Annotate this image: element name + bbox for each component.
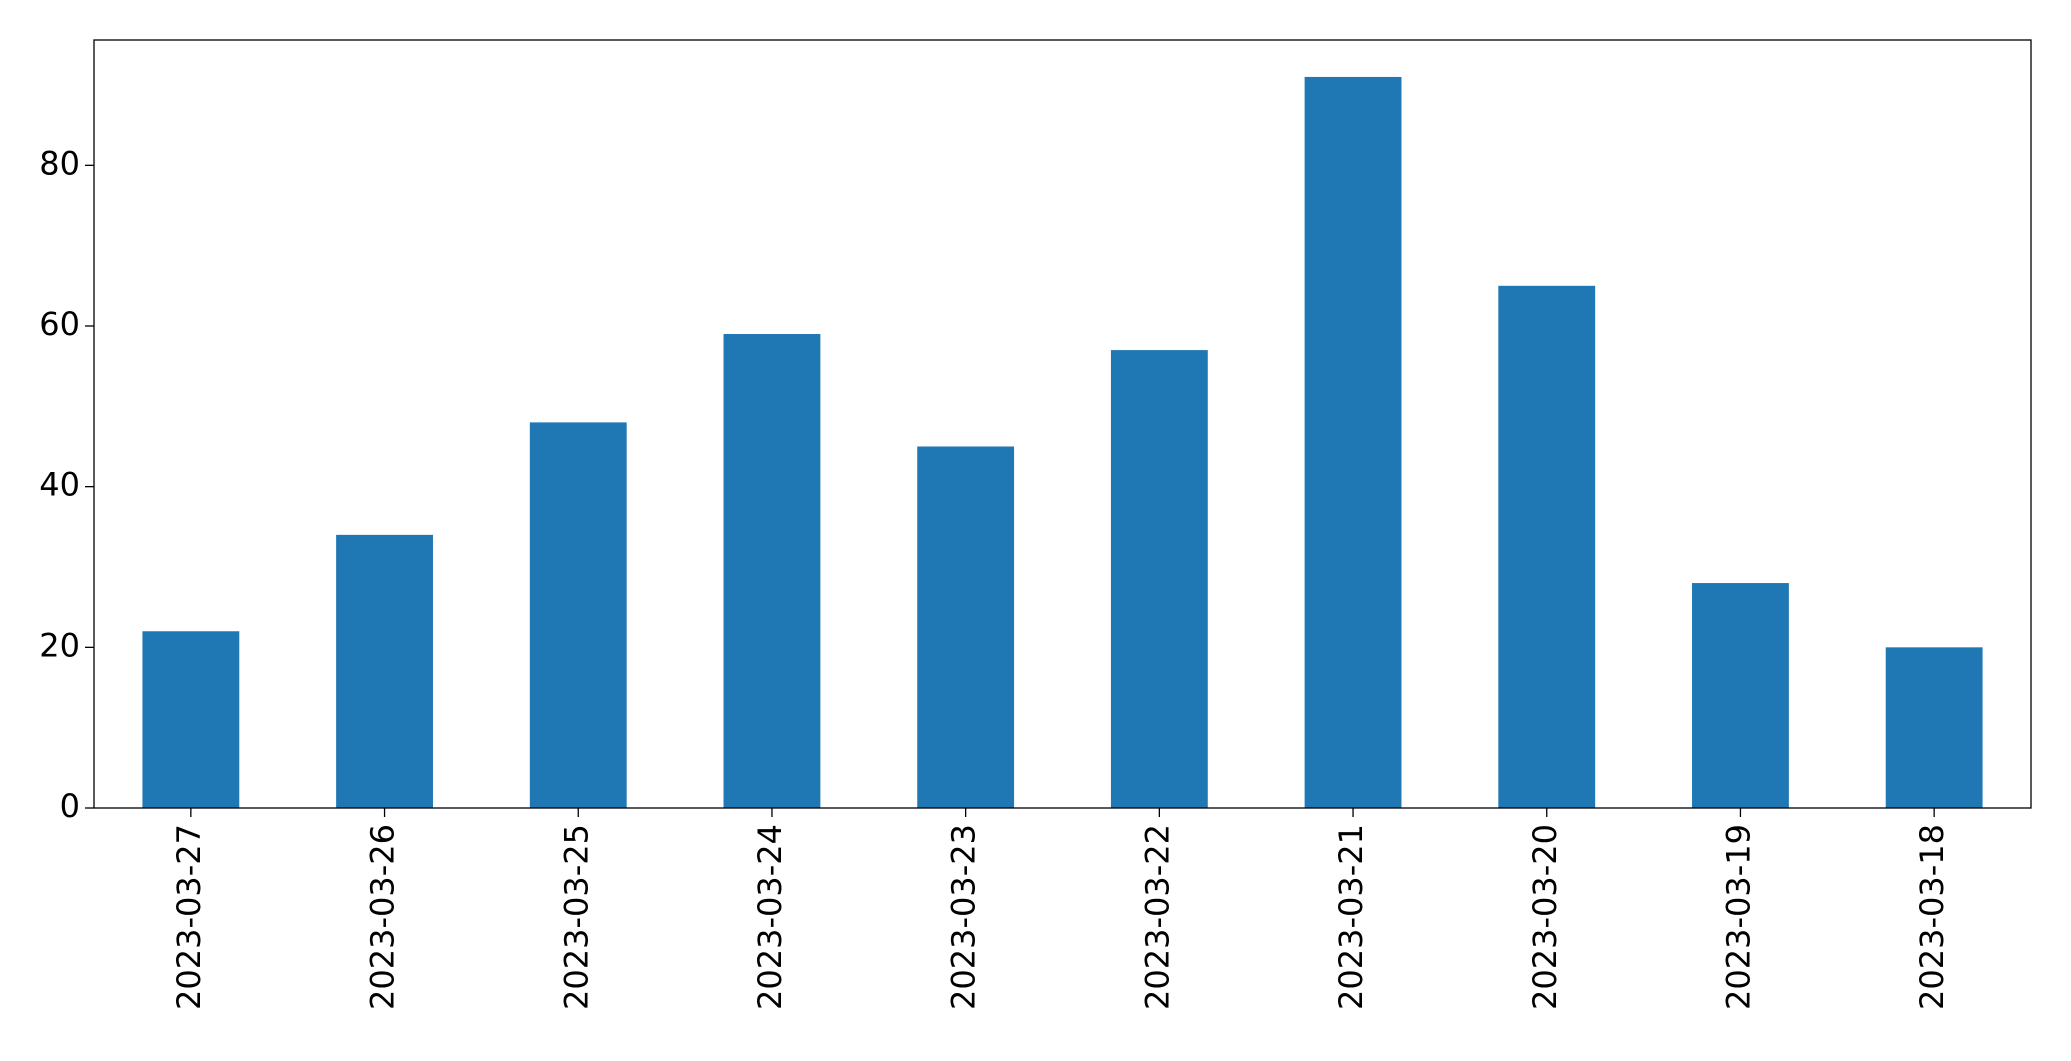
x-tick-label: 2023-03-21 [1332,824,1370,1010]
y-tick-label: 60 [39,305,80,343]
bar [1304,76,1402,808]
y-tick-label: 80 [39,144,80,182]
bar [529,422,627,808]
bar [1885,647,1983,808]
x-tick-label: 2023-03-23 [945,824,983,1010]
x-tick-label: 2023-03-18 [1913,824,1951,1010]
bar [1692,583,1789,808]
y-tick-label: 40 [39,466,80,504]
bar [336,534,433,808]
plot-frame [93,39,2032,809]
bar [142,631,240,808]
x-tick-label: 2023-03-19 [1719,824,1757,1010]
bar [1498,285,1596,808]
x-tick-label: 2023-03-24 [751,824,789,1010]
x-tick-label: 2023-03-22 [1138,824,1176,1010]
x-tick-label: 2023-03-26 [364,824,402,1010]
x-tick-label: 2023-03-20 [1526,824,1564,1010]
x-tick-label: 2023-03-27 [170,824,208,1010]
bar [1110,350,1208,808]
y-tick-label: 20 [39,626,80,664]
bar [723,334,821,808]
bar [917,446,1015,808]
y-tick-label: 0 [60,787,80,825]
x-tick-label: 2023-03-25 [557,824,595,1010]
